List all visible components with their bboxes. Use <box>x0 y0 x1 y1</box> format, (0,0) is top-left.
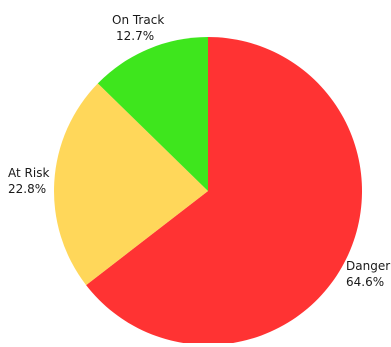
slice-label-danger: Danger 64.6% <box>346 259 391 289</box>
slice-value-danger: 64.6% <box>346 275 384 289</box>
pie-slice-danger <box>86 37 362 346</box>
slice-name-on-track: On Track <box>112 13 164 27</box>
pie-slice-at-risk <box>53 83 208 286</box>
slice-label-on-track: On Track 12.7% <box>112 13 168 43</box>
pie-labels: Danger 64.6% At Risk 22.8% On Track 12.7… <box>8 13 391 289</box>
slice-name-at-risk: At Risk <box>8 166 49 180</box>
pie-slice-on-track <box>97 37 208 191</box>
slice-name-danger: Danger <box>346 259 390 273</box>
slice-value-on-track: 12.7% <box>116 29 154 43</box>
pie-slices <box>53 37 362 346</box>
slice-value-at-risk: 22.8% <box>8 182 46 196</box>
slice-label-at-risk: At Risk 22.8% <box>8 166 53 196</box>
